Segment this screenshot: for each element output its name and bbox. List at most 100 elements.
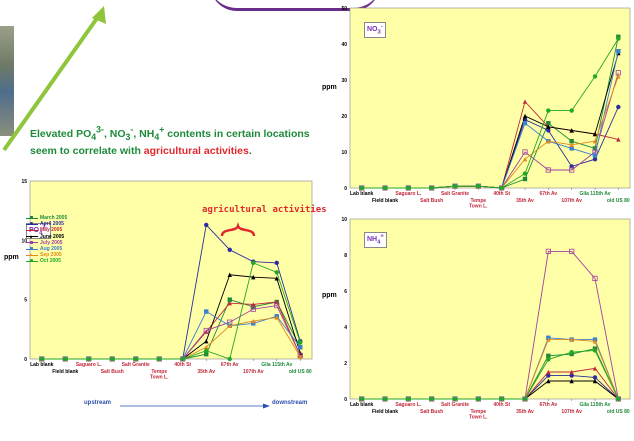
legend-item: May 2005 (26, 227, 67, 233)
y-tick-label: 8 (344, 253, 347, 259)
data-point (592, 366, 598, 371)
data-point (546, 108, 551, 113)
legend-item: April 2005 (26, 221, 67, 227)
data-point (546, 124, 551, 129)
data-point (569, 139, 574, 144)
x-category-label: old US 80 (607, 409, 630, 415)
x-category-label: Lab blank (350, 191, 374, 197)
data-point (569, 350, 574, 355)
data-point (227, 301, 232, 306)
data-point (569, 108, 574, 113)
series-oct-2005 (39, 260, 303, 362)
data-point (429, 185, 434, 191)
y-tick-label: 0 (344, 397, 347, 403)
legend-label: April 2005 (40, 221, 64, 228)
data-point (546, 357, 551, 362)
data-point (251, 302, 256, 307)
data-point (204, 222, 209, 228)
data-point (592, 157, 598, 162)
headline-tail: . (248, 144, 252, 157)
legend-item: Oct 2005 (26, 258, 67, 264)
data-point (545, 167, 551, 173)
legend-marker (30, 247, 33, 251)
y-tick-label: 4 (344, 325, 347, 331)
legend-label: July 2005 (40, 239, 63, 246)
x-category-label: 35th Av (516, 409, 534, 415)
data-point (359, 396, 364, 402)
x-category-label: 67th Av (539, 191, 557, 197)
data-point (274, 260, 279, 266)
x-category-label: old US 80 (607, 198, 630, 204)
data-point (250, 306, 256, 312)
series-oct-2005 (359, 36, 621, 191)
data-point (569, 248, 575, 255)
data-point (382, 185, 388, 191)
data-point (592, 131, 598, 137)
data-point (616, 74, 621, 79)
x-category-label: Gila 115th Av (579, 191, 610, 197)
legend-label: June 2005 (40, 233, 65, 240)
no3-badge: NO3- (364, 22, 386, 38)
x-category-label: 107th Av (243, 369, 264, 375)
x-category-label: 35th Av (516, 198, 534, 204)
y-tick-label: 10 (341, 217, 347, 223)
y-tick-label: 5 (24, 298, 27, 304)
nh4-ylabel: ppm (322, 292, 337, 299)
data-point (499, 396, 504, 402)
legend-item: Aug 2005 (26, 246, 67, 252)
data-point (522, 121, 528, 126)
data-point (546, 373, 551, 378)
data-point (522, 157, 528, 162)
series-line (41, 262, 301, 360)
data-point (592, 146, 598, 151)
y-tick-label: 15 (21, 179, 27, 185)
data-point (476, 396, 481, 402)
x-category-label: 40th St (493, 191, 510, 197)
title-banner (210, 0, 380, 11)
data-point (298, 340, 303, 345)
x-category-label: Salt Granite (441, 191, 469, 197)
x-category-label: Gila 115th Av (261, 362, 292, 368)
data-point (274, 302, 280, 309)
data-point (274, 270, 279, 275)
legend-swatch (26, 247, 38, 251)
x-category-label: Salt Bush (101, 369, 124, 375)
data-point (204, 339, 209, 344)
data-point (592, 74, 598, 79)
data-point (382, 396, 388, 402)
legend-label: Oct 2005 (40, 258, 61, 265)
nh4-badge-text: NH4+ (367, 234, 384, 246)
data-point (545, 248, 551, 255)
data-point (251, 260, 256, 266)
downstream-label: downstream (272, 400, 308, 406)
legend-label: May 2005 (40, 227, 63, 234)
data-point (546, 337, 551, 342)
data-point (204, 344, 209, 350)
legend-swatch (26, 253, 38, 257)
y-tick-label: 2 (344, 361, 347, 367)
data-point (522, 113, 528, 119)
no3-panel: ppm 0 10 20 30 40 50 Lab blank Field blank Sagua… (320, 0, 634, 215)
headline: Elevated PO43-, NO3-, NH4+ contents in c… (30, 122, 330, 158)
x-category-label: Tempe (470, 198, 486, 204)
x-category-label: Saguaro L. (395, 402, 421, 408)
data-point (204, 309, 209, 314)
nh4-panel: ppm 0 2 4 6 8 10 Lab blank Field blank Saguaro L… (320, 212, 634, 441)
data-point (86, 356, 91, 362)
x-category-label: Saguaro L. (76, 362, 102, 368)
data-point (592, 275, 598, 281)
legend-label: Aug 2005 (40, 246, 63, 253)
data-point (569, 167, 575, 173)
legend-item: Sep 2005 (26, 252, 67, 258)
data-point (569, 146, 574, 151)
no3-ylabel: ppm (322, 84, 337, 91)
data-point (203, 327, 209, 334)
data-point (522, 176, 528, 182)
legend-item: June 2005 (26, 234, 67, 240)
series-line (361, 38, 619, 189)
po4-ylabel: ppm (4, 254, 19, 261)
x-category-label: Town L. (469, 415, 488, 421)
